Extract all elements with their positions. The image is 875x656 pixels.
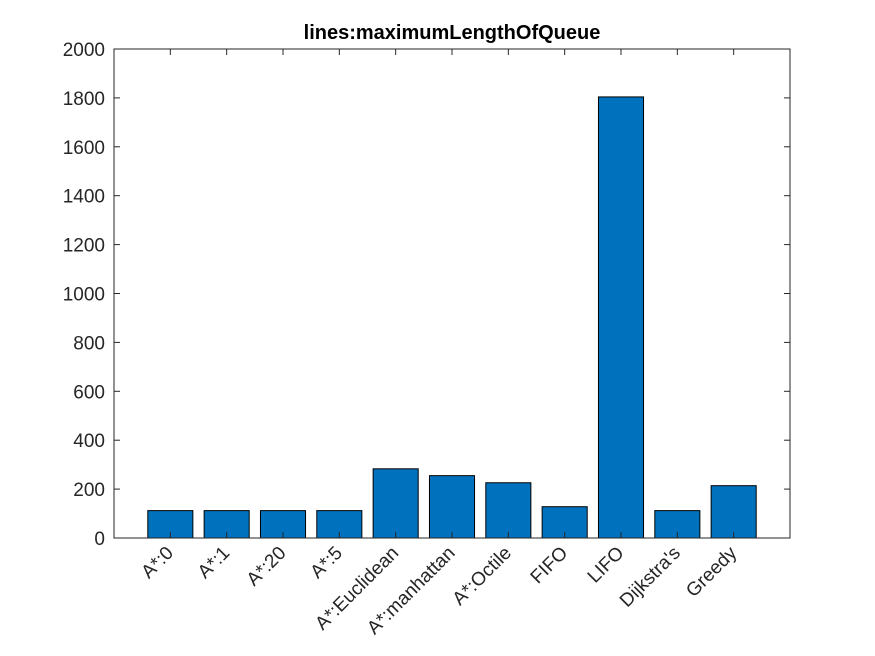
bar-a-manhattan [428,475,476,539]
x-tick-label: A*:20 [243,543,291,591]
x-tick-label: FIFO [527,543,572,588]
axes-box [113,48,791,539]
x-tick-label: LIFO [584,543,629,588]
x-tick-label: A*:5 [307,543,347,583]
x-tick-label: A*:0 [138,543,178,583]
y-tick-label: 800 [73,333,105,354]
x-tick-label: Dijkstra's [616,543,685,612]
y-tick-label: 600 [73,382,105,403]
x-tick-label: A*:Octile [449,543,516,610]
x-tick-label: Greedy [682,542,741,601]
axes-layer [113,48,791,539]
bar-greedy [710,485,757,539]
y-tick-label: 0 [94,529,105,550]
y-tick-label: 1400 [63,187,105,208]
y-tick-label: 1800 [63,89,105,110]
y-tick-label: 1000 [63,285,105,306]
y-tick-label: 1200 [63,236,105,257]
y-tick-label: 200 [73,480,105,501]
bar-lifo [597,96,645,539]
bar-a-octile [485,482,532,539]
x-tick-label: A*:1 [194,543,234,583]
y-tick-label: 2000 [63,40,105,61]
chart-title: lines:maximumLengthOfQueue [304,22,601,44]
y-tick-label: 400 [73,431,105,452]
ticks-layer: 0 200 400 600 800 1000 1200 1400 1600 1800 2000 A*:… [63,40,790,639]
bars-layer [147,96,757,539]
y-tick-label: 1600 [63,138,105,159]
bar-a-euclidean [372,468,419,539]
